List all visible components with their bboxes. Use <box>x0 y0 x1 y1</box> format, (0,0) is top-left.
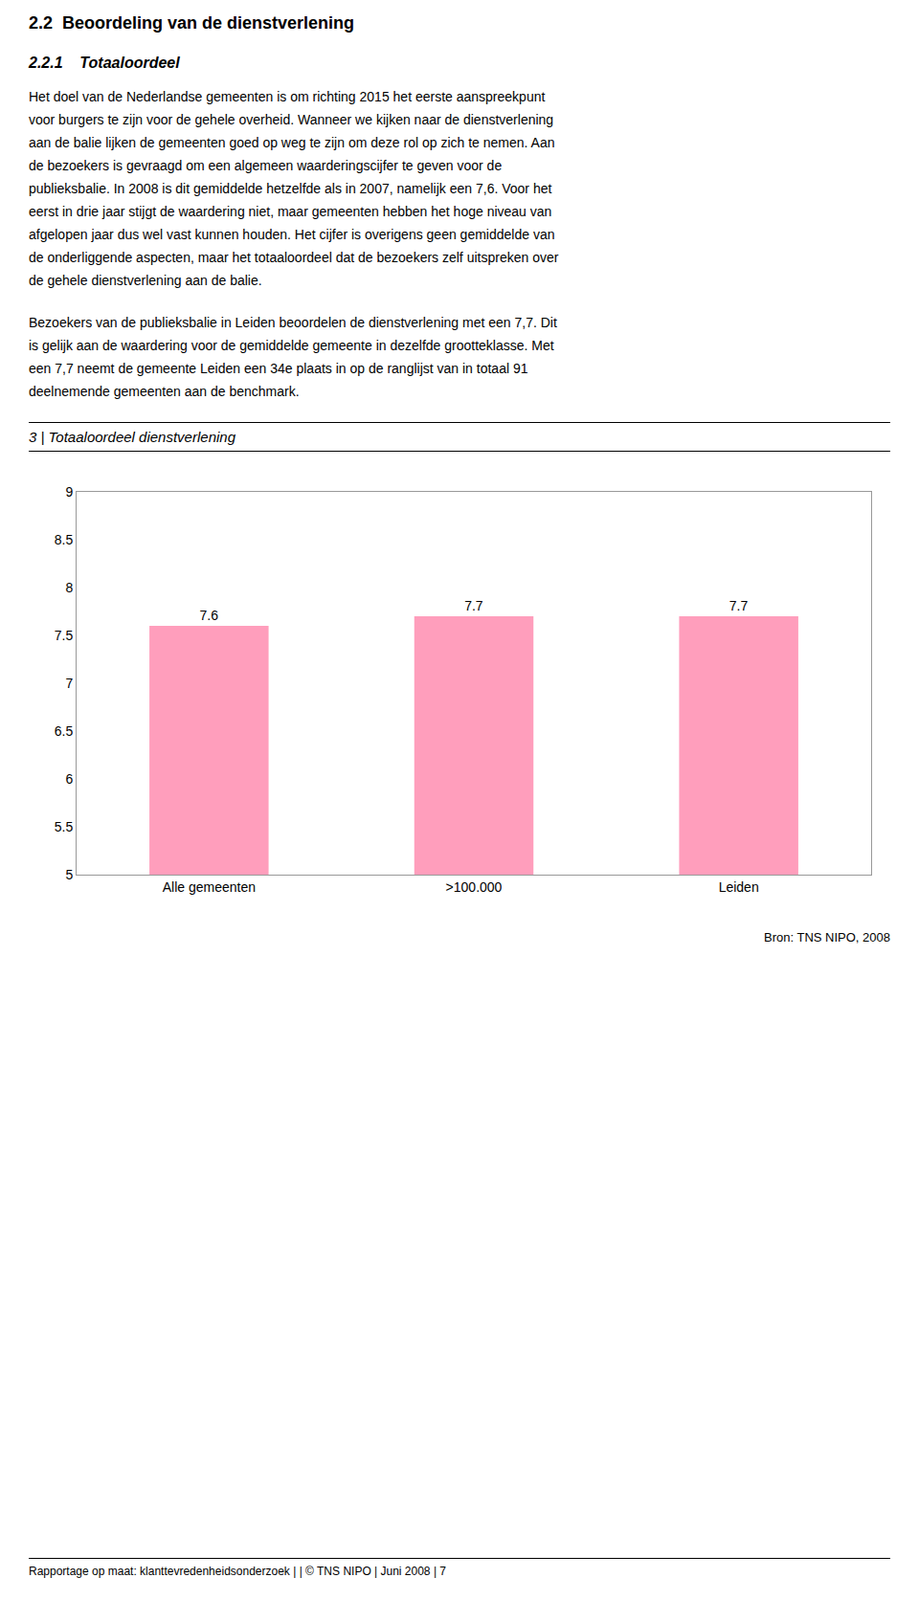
svg-text:7: 7 <box>65 675 73 692</box>
html-text:voor burgers te zijn voor de g: voor burgers te zijn voor de gehele over… <box>28 112 554 128</box>
html-text:2.2 Beoordeling van de dienstv: 2.2 Beoordeling van de dienstverlening <box>28 13 355 33</box>
html-text:eerst in drie jaar stijgt de w: eerst in drie jaar stijgt de waardering … <box>28 203 552 220</box>
html-text:Bron: TNS NIPO, 2008: Bron: TNS NIPO, 2008 <box>763 930 891 945</box>
svg-text:7.7: 7.7 <box>464 598 484 614</box>
html-text:publieksbalie. In 2008 is dit: publieksbalie. In 2008 is dit gemiddelde… <box>28 180 552 197</box>
svg-text:Alle gemeenten: Alle gemeenten <box>162 879 256 896</box>
html-text:een 7,7 neemt de gemeente Leid: een 7,7 neemt de gemeente Leiden een 34e… <box>28 360 528 377</box>
html-text:afgelopen jaar dus wel vast ku: afgelopen jaar dus wel vast kunnen houde… <box>28 226 555 243</box>
svg-text:6: 6 <box>65 771 73 787</box>
html-text:de onderliggende aspecten, maa: de onderliggende aspecten, maar het tota… <box>28 249 559 266</box>
svg-text:5: 5 <box>65 867 73 883</box>
svg-text:9: 9 <box>65 484 73 500</box>
html-text:2.2.1 Totaaloordeel: 2.2.1 Totaaloordeel <box>28 54 180 71</box>
html-text:is gelijk aan de waardering vo: is gelijk aan de waardering voor de gemi… <box>28 337 554 354</box>
html-text:Rapportage op maat: klanttevre: Rapportage op maat: klanttevredenheidson… <box>28 1565 447 1579</box>
svg-text:6.5: 6.5 <box>54 723 74 740</box>
svg-text:8: 8 <box>65 580 73 596</box>
html-text:Bezoekers van de publieksbalie: Bezoekers van de publieksbalie in Leiden… <box>28 314 557 331</box>
svg-text:Leiden: Leiden <box>718 879 760 896</box>
svg-text:>100.000: >100.000 <box>446 879 503 896</box>
svg-text:7.6: 7.6 <box>199 607 219 624</box>
html-text:de gehele dienstverlening aan: de gehele dienstverlening aan de balie. <box>28 272 262 289</box>
html-text:deelnemende gemeenten aan de b: deelnemende gemeenten aan de benchmark. <box>28 383 300 400</box>
svg-text:7.5: 7.5 <box>54 627 74 644</box>
html-text:Het doel van de Nederlandse ge: Het doel van de Nederlandse gemeenten is… <box>28 89 546 105</box>
svg-text:5.5: 5.5 <box>54 819 74 835</box>
html-text:de bezoekers is gevraagd om ee: de bezoekers is gevraagd om een algemeen… <box>28 157 502 174</box>
html-text:aan de balie lijken de gemeent: aan de balie lijken de gemeenten goed op… <box>28 134 555 151</box>
svg-text:7.7: 7.7 <box>729 598 749 614</box>
svg-text:8.5: 8.5 <box>54 532 74 548</box>
html-text:3 | Totaaloordeel dienstverlen: 3 | Totaaloordeel dienstverlening <box>28 428 236 446</box>
